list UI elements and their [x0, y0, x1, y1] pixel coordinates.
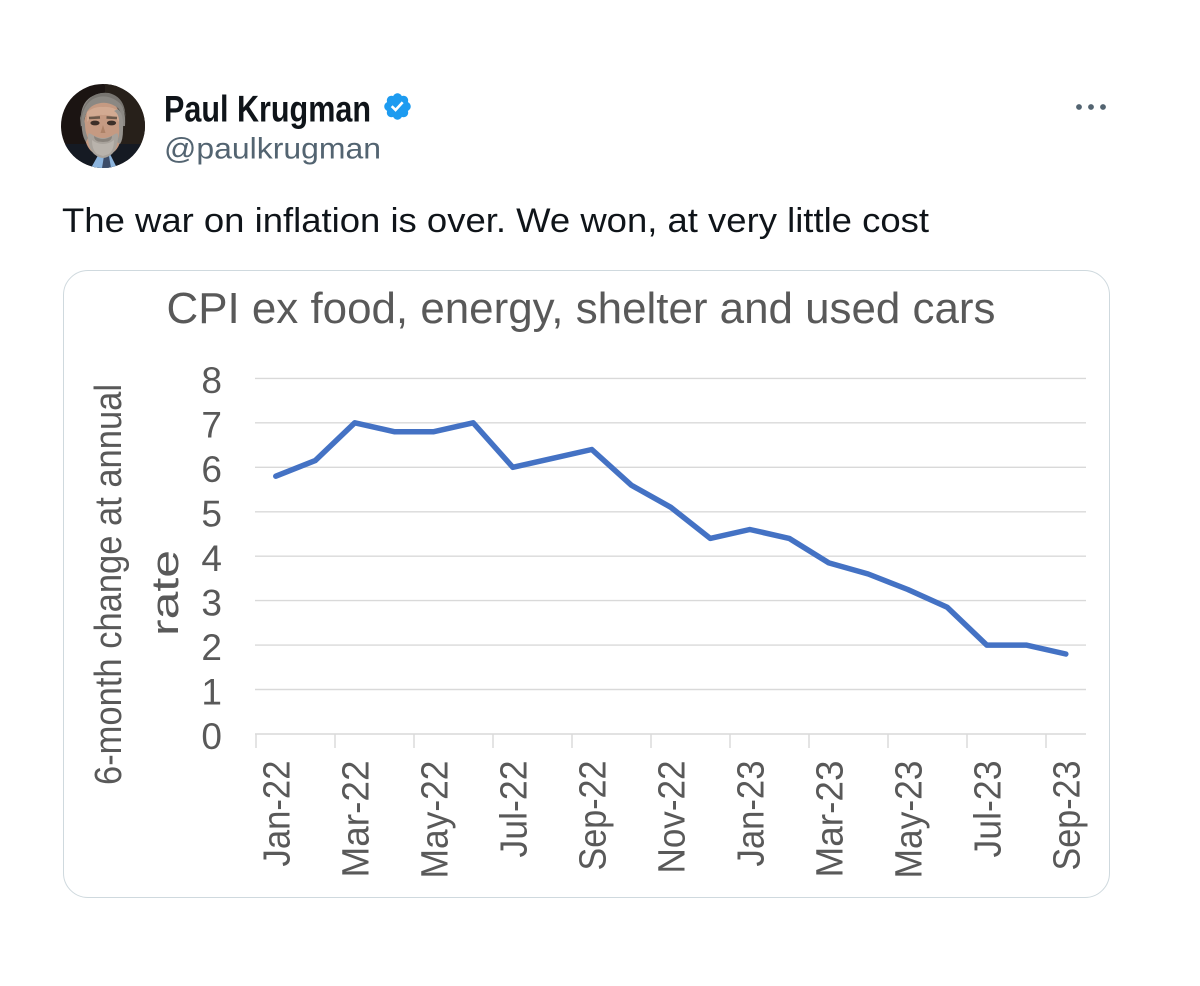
svg-text:5: 5: [201, 494, 222, 535]
svg-text:Jul-23: Jul-23: [968, 761, 1010, 858]
svg-text:May-22: May-22: [415, 761, 457, 879]
svg-text:6: 6: [201, 449, 222, 490]
svg-text:3: 3: [201, 582, 222, 623]
svg-text:@paulkrugman: @paulkrugman: [164, 133, 381, 166]
svg-text:Paul Krugman: Paul Krugman: [164, 88, 371, 129]
svg-text:7: 7: [201, 405, 222, 446]
svg-text:rate: rate: [145, 550, 187, 636]
svg-text:Jan-23: Jan-23: [731, 761, 773, 867]
svg-text:Sep-23: Sep-23: [1047, 761, 1089, 871]
svg-text:Jan-22: Jan-22: [257, 761, 299, 867]
svg-text:Mar-23: Mar-23: [810, 761, 852, 878]
svg-text:Nov-22: Nov-22: [652, 761, 694, 874]
svg-text:2: 2: [201, 627, 222, 668]
svg-text:Mar-22: Mar-22: [336, 761, 378, 878]
svg-text:6-month change at annual: 6-month change at annual: [88, 384, 130, 785]
svg-text:4: 4: [201, 538, 222, 579]
svg-text:1: 1: [201, 671, 222, 712]
svg-text:CPI ex food, energy, shelter a: CPI ex food, energy, shelter and used ca…: [167, 284, 996, 333]
svg-text:8: 8: [201, 360, 222, 401]
svg-text:0: 0: [201, 716, 222, 757]
svg-text:Jul-22: Jul-22: [494, 761, 536, 858]
svg-text:Sep-22: Sep-22: [573, 761, 615, 871]
svg-text:The war on inflation is over.: The war on inflation is over. We won, at…: [62, 202, 930, 240]
svg-text:May-23: May-23: [889, 761, 931, 879]
